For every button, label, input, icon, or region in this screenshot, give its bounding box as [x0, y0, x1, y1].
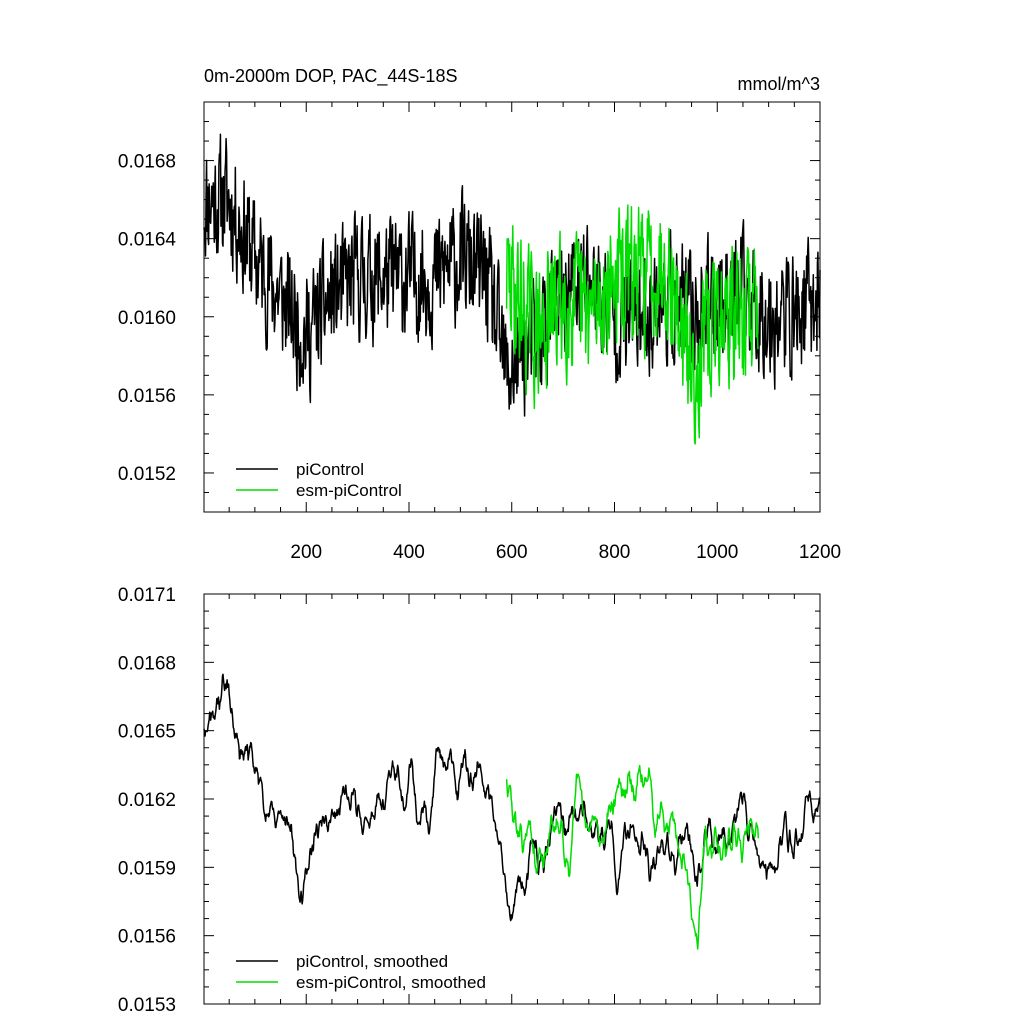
top-chart-units: mmol/m^3	[738, 74, 820, 94]
top-legend: piControl esm-piControl	[236, 460, 402, 500]
top-x-tick-label: 1000	[696, 542, 738, 563]
top-ticks-group: 200 400 600 800 1000 1200 0.0152 0.0156 0.0160 0.…	[118, 101, 841, 563]
legend-label-picontrol-smoothed: piControl, smoothed	[296, 952, 448, 971]
legend-label-esm-picontrol-smoothed: esm-piControl, smoothed	[296, 973, 486, 992]
legend-label-picontrol: piControl	[296, 460, 364, 479]
bottom-y-tick-label: 0.0168	[118, 653, 176, 674]
top-y-tick-label: 0.0156	[118, 386, 176, 407]
bottom-y-tick-label: 0.0156	[118, 927, 176, 948]
top-series-line-picontrol	[203, 133, 821, 417]
top-x-tick-label: 800	[599, 542, 631, 563]
bottom-y-tick-label: 0.0153	[118, 995, 176, 1016]
top-series-group	[203, 133, 821, 445]
bottom-y-tick-label: 0.0171	[118, 585, 176, 606]
top-chart: 0m-2000m DOP, PAC_44S-18S mmol/m^3 200 40…	[118, 66, 841, 563]
top-x-tick-label: 200	[290, 542, 322, 563]
bottom-y-tick-label: 0.0165	[118, 722, 176, 743]
bottom-series-line-picontrol	[203, 673, 821, 922]
bottom-y-tick-label: 0.0159	[118, 858, 176, 879]
bottom-y-tick-label: 0.0162	[118, 790, 176, 811]
bottom-ticks-group: 0.0153 0.0156 0.0159 0.0162 0.0165 0.0168 0.01…	[118, 585, 821, 1016]
bottom-chart: 0.0153 0.0156 0.0159 0.0162 0.0165 0.0168 0.01…	[118, 585, 821, 1016]
top-series-line-esm-picontrol	[505, 204, 759, 445]
top-y-tick-label: 0.0152	[118, 464, 176, 485]
top-y-tick-label: 0.0160	[118, 308, 176, 329]
top-x-tick-label: 400	[393, 542, 425, 563]
bottom-series-group	[203, 673, 821, 950]
top-x-tick-label: 600	[496, 542, 528, 563]
legend-label-esm-picontrol: esm-piControl	[296, 481, 402, 500]
top-y-tick-label: 0.0168	[118, 152, 176, 173]
top-x-tick-label: 1200	[799, 542, 841, 563]
bottom-legend: piControl, smoothed esm-piControl, smoot…	[236, 952, 486, 992]
bottom-plot-frame	[203, 593, 821, 1005]
bottom-series-line-esm-picontrol	[505, 764, 760, 950]
top-y-tick-label: 0.0164	[118, 230, 177, 251]
top-chart-title: 0m-2000m DOP, PAC_44S-18S	[204, 66, 457, 87]
